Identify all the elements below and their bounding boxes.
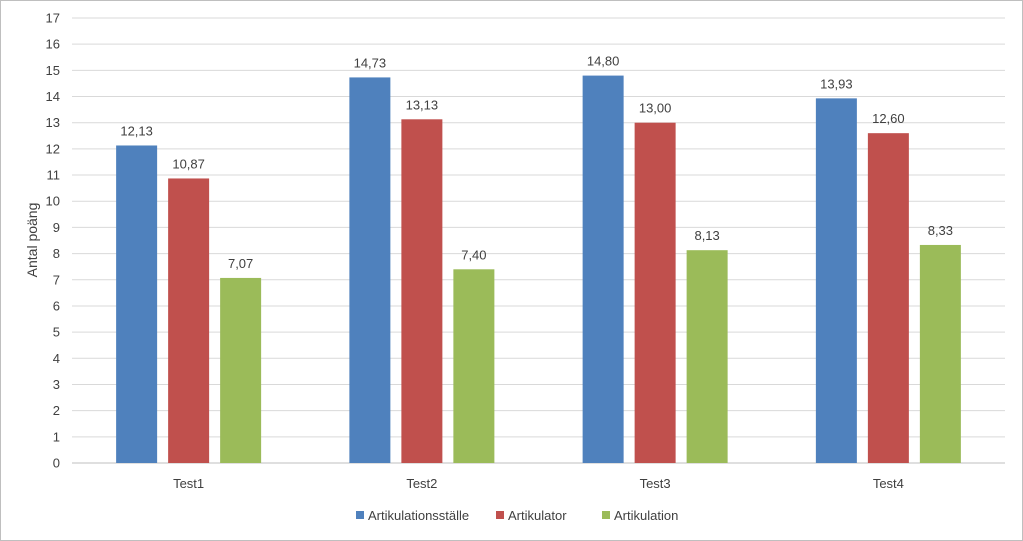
y-tick-label: 13 [46,115,60,130]
y-tick-label: 16 [46,37,60,52]
legend-label: Artikulationsställe [368,508,469,523]
x-tick-label: Test4 [873,476,904,491]
data-label: 7,40 [461,247,486,262]
x-axis-tick-labels: Test1 Test2 Test3 Test4 [173,476,904,491]
bar [116,145,158,463]
data-label: 12,60 [872,111,905,126]
data-labels: 12,13 10,87 7,07 14,73 13,13 7,40 14,80 13,00 8,… [120,54,953,271]
y-tick-label: 11 [47,168,61,183]
x-tick-label: Test2 [406,476,437,491]
data-label: 12,13 [120,123,153,138]
y-tick-label: 5 [53,325,60,340]
y-tick-label: 17 [46,11,60,26]
y-tick-label: 8 [53,246,60,261]
y-axis-title: Antal poäng [24,203,40,278]
bar [349,77,391,463]
grid-lines [72,17,1005,464]
bar [401,119,443,463]
data-label: 13,00 [639,101,672,116]
y-tick-label: 0 [53,456,60,471]
y-tick-label: 14 [46,89,60,104]
data-label: 10,87 [172,156,205,171]
data-label: 8,33 [928,223,953,238]
y-tick-label: 7 [53,272,60,287]
bar [686,250,728,463]
data-label: 8,13 [694,228,719,243]
bar [582,75,624,464]
legend-label: Artikulator [508,508,567,523]
legend: Artikulationsställe Artikulator Artikulati… [356,508,678,523]
data-label: 14,80 [587,54,620,69]
y-tick-label: 15 [46,63,60,78]
bars [116,75,961,464]
bar [815,98,857,464]
y-tick-label: 2 [53,403,60,418]
bar [220,277,262,463]
y-tick-label: 3 [53,377,60,392]
y-tick-label: 6 [53,298,60,313]
data-label: 7,07 [228,256,253,271]
y-tick-label: 12 [46,141,60,156]
legend-swatch [356,511,364,519]
bar [919,244,961,463]
data-label: 13,13 [406,97,439,112]
y-tick-label: 10 [46,194,60,209]
bar [867,133,909,464]
y-tick-label: 1 [53,429,60,444]
data-label: 14,73 [354,55,387,70]
legend-label: Artikulation [614,508,678,523]
bar [453,269,495,463]
bar [168,178,210,463]
legend-swatch [602,511,610,519]
y-tick-label: 9 [53,220,60,235]
data-label: 13,93 [820,76,853,91]
bar [634,122,676,464]
x-tick-label: Test1 [173,476,204,491]
x-tick-label: Test3 [640,476,671,491]
legend-swatch [496,511,504,519]
y-tick-label: 4 [53,351,60,366]
